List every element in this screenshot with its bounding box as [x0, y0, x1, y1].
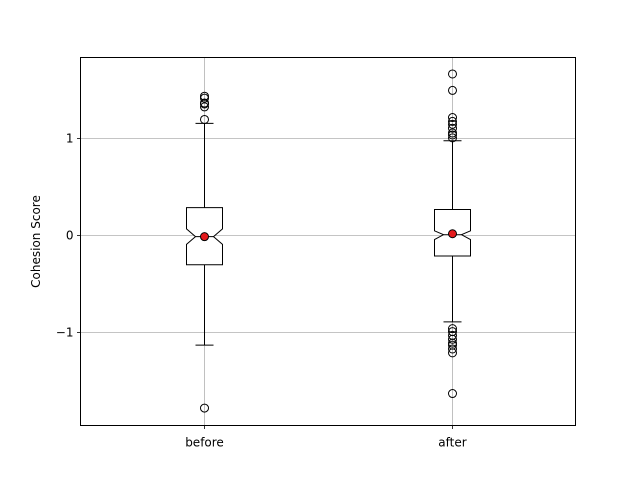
y-tick-label: 0	[66, 229, 74, 243]
x-tick-label: before	[185, 436, 224, 450]
grid-layer	[81, 58, 576, 426]
y-axis-label: Cohesion Score	[29, 195, 43, 288]
mean-marker	[449, 230, 457, 238]
x-tick-label: after	[438, 436, 466, 450]
tick-layer: −1 0 1 before after	[56, 132, 467, 450]
plot-frame	[81, 58, 576, 426]
box-layer	[187, 70, 471, 412]
y-tick-label: 1	[66, 132, 74, 146]
mean-marker	[201, 233, 209, 241]
y-tick-label: −1	[56, 326, 74, 340]
